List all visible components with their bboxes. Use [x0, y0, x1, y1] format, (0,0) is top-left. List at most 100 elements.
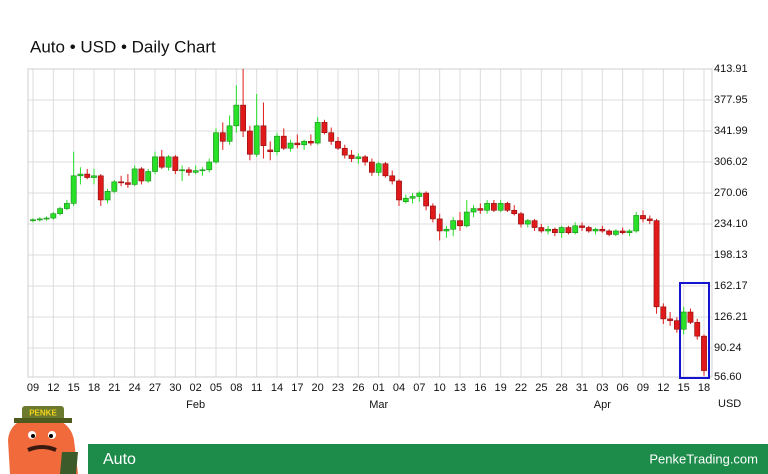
candle-body — [260, 125, 267, 146]
candle-body — [429, 205, 436, 220]
x-tick-label: 19 — [495, 382, 507, 394]
candle-body — [192, 170, 199, 173]
candle-body — [368, 161, 375, 173]
candle-body — [416, 192, 423, 197]
x-tick-label: 23 — [332, 382, 344, 394]
candle-body — [50, 213, 57, 219]
candle-body — [172, 156, 179, 171]
candle-body — [673, 320, 680, 330]
x-tick-label: 05 — [210, 382, 222, 394]
y-tick-label: 90.24 — [714, 342, 742, 354]
candle-body — [43, 217, 50, 220]
x-tick-label: 17 — [291, 382, 303, 394]
x-tick-label: 31 — [576, 382, 588, 394]
x-tick-label: 11 — [251, 382, 262, 394]
x-tick-label: 15 — [68, 382, 80, 394]
x-tick-label: 12 — [47, 382, 59, 394]
candle-body — [267, 149, 274, 152]
candle-body — [118, 181, 125, 184]
candle-body — [640, 215, 646, 220]
candle-body — [131, 168, 138, 185]
candle-body — [558, 227, 565, 234]
candle-body — [63, 203, 70, 209]
candle-body — [409, 196, 416, 199]
x-tick-label: 18 — [88, 382, 100, 394]
x-group-label: Mar — [369, 399, 388, 411]
candle-body — [185, 169, 192, 173]
y-unit: USD — [718, 398, 741, 410]
candle-body — [606, 230, 613, 235]
candle-body — [626, 230, 633, 234]
candle-body — [104, 191, 111, 201]
candle-body — [572, 225, 579, 234]
candle-body — [612, 230, 619, 235]
candle-body — [97, 175, 104, 201]
x-tick-label: 13 — [454, 382, 466, 394]
candle-body — [687, 311, 694, 323]
logo: PENKE — [8, 406, 78, 474]
x-tick-label: 22 — [515, 382, 527, 394]
candle-body — [633, 215, 640, 232]
candle-body — [226, 125, 233, 142]
y-tick-label: 162.17 — [714, 280, 748, 292]
candle-body — [219, 132, 226, 142]
candle-body — [362, 156, 369, 163]
candle-body — [213, 132, 219, 163]
x-tick-label: 08 — [230, 382, 242, 394]
y-tick-label: 341.99 — [714, 125, 748, 137]
candle-body — [660, 306, 667, 320]
candle-body — [463, 211, 470, 227]
candle-body — [504, 203, 511, 211]
x-tick-label: 10 — [434, 382, 446, 394]
candle-body — [111, 181, 118, 192]
candle-body — [341, 147, 348, 156]
candle-body — [443, 228, 450, 232]
candle-body — [301, 141, 308, 146]
y-tick-label: 377.95 — [714, 94, 748, 106]
highlight-box — [679, 282, 710, 379]
x-tick-label: 21 — [108, 382, 120, 394]
candle-body — [579, 225, 585, 228]
candle-body — [497, 203, 504, 211]
candle-body — [124, 182, 131, 185]
candle-body — [179, 169, 186, 172]
candle-body — [30, 219, 36, 222]
candle-body — [206, 161, 213, 171]
x-tick-label: 07 — [413, 382, 425, 394]
candle-body — [294, 142, 301, 146]
x-tick-label: 02 — [190, 382, 202, 394]
x-tick-label: 20 — [312, 382, 324, 394]
candle-body — [396, 180, 402, 201]
candle-body — [280, 135, 287, 149]
candle-body — [233, 104, 240, 127]
candle-body — [477, 208, 484, 211]
candle-body — [84, 173, 91, 178]
y-tick-label: 56.60 — [714, 371, 742, 383]
x-tick-label: 24 — [129, 382, 141, 394]
y-tick-label: 234.10 — [714, 218, 748, 230]
candle-body — [240, 104, 247, 132]
candle-body — [348, 154, 355, 159]
candle-body — [287, 142, 294, 149]
candle-body — [36, 218, 43, 221]
candle-body — [511, 209, 518, 215]
plot-frame — [27, 68, 713, 378]
candle-body — [253, 125, 260, 155]
candle-body — [490, 203, 497, 211]
candle-body — [470, 208, 477, 213]
x-tick-label: 01 — [373, 382, 385, 394]
candle-body — [77, 173, 84, 177]
candle-body — [246, 130, 253, 155]
candle-body — [70, 175, 77, 204]
candle-body — [57, 208, 64, 215]
candle-body — [457, 220, 463, 227]
candle-body — [165, 156, 172, 168]
y-tick-label: 413.91 — [714, 63, 748, 75]
logo-text: PENKE — [29, 409, 57, 418]
candle-body — [402, 197, 409, 202]
x-tick-label: 12 — [657, 382, 669, 394]
candle-body — [138, 168, 145, 182]
y-tick-label: 126.21 — [714, 311, 748, 323]
candle-body — [565, 227, 572, 234]
candle-body — [524, 220, 531, 225]
